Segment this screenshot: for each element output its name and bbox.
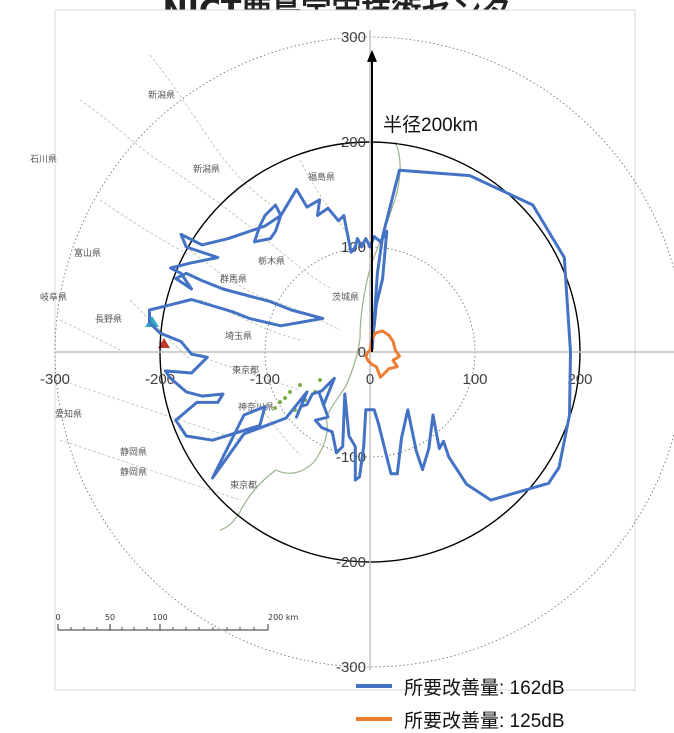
map-scale-bar: 0 50 100 200 km (55, 613, 298, 631)
pref-label-gunma: 群馬県 (220, 273, 247, 285)
scale-label-2: 100 (152, 613, 167, 622)
pref-label-shizuoka-2: 静岡県 (120, 466, 147, 478)
prefecture-border-5 (209, 359, 301, 391)
pref-label-tochigi: 栃木県 (258, 255, 285, 267)
urban-marker-0 (288, 390, 292, 394)
x-tick-label-0: -300 (40, 371, 70, 388)
prefecture-border-9 (99, 199, 191, 256)
series-line-1 (364, 329, 401, 379)
prefecture-border-6 (59, 379, 241, 441)
prefecture-border-3 (189, 249, 341, 331)
pref-label-aichi: 愛知県 (55, 408, 82, 420)
legend-item-162db: 所要改善量: 162dB (356, 673, 565, 699)
prefecture-border-8 (299, 159, 346, 231)
prefecture-border-12 (59, 319, 121, 351)
x-tick-label-4: 100 (462, 371, 487, 388)
pref-label-niigata-2: 新潟県 (193, 163, 220, 175)
pref-label-nagano: 長野県 (95, 314, 122, 325)
urban-marker-1 (298, 383, 302, 387)
prefecture-border-2 (255, 231, 331, 289)
pref-label-ishikawa: 石川県 (30, 154, 57, 165)
pref-label-tokyo: 東京都 (232, 364, 259, 376)
x-tick-label-3: 0 (366, 371, 374, 388)
prefecture-border-11 (129, 299, 191, 361)
pref-label-toyama: 富山県 (74, 247, 101, 259)
scale-label-0: 0 (55, 613, 60, 622)
y-tick-label-6: -300 (336, 659, 366, 676)
legend-item-125db: 所要改善量: 125dB (356, 706, 565, 732)
prefecture-border-1 (149, 54, 271, 205)
radius-annotation: 半径200km (383, 115, 479, 136)
pref-label-saitama: 埼玉県 (225, 330, 252, 342)
legend-label-162db: 所要改善量: 162dB (404, 677, 565, 699)
urban-marker-7 (318, 378, 322, 382)
x-tick-label-2: -100 (250, 371, 280, 388)
urban-marker-4 (278, 400, 282, 404)
scale-label-1: 50 (105, 613, 115, 622)
pref-label-niigata-1: 新潟県 (148, 89, 175, 101)
y-tick-label-4: -100 (336, 449, 366, 466)
pref-label-fukushima: 福島県 (308, 171, 335, 183)
pref-label-shizuoka: 静岡県 (120, 446, 147, 458)
triangle-marker-blue (145, 316, 159, 327)
annotations (367, 49, 377, 352)
triangle-marker-red (158, 338, 170, 348)
series-layer (148, 168, 572, 502)
pref-label-gifu: 岐阜県 (40, 291, 67, 303)
y-tick-label-3: 0 (358, 344, 366, 361)
legend-swatch-162db (356, 684, 392, 688)
pref-label-tokyo-2: 東京都 (230, 479, 257, 491)
radius-arrow-head (367, 49, 377, 62)
x-tick-label-5: 200 (567, 371, 592, 388)
scale-label-3: 200 km (268, 613, 298, 622)
series-line-0 (148, 168, 572, 502)
prefecture-border-10 (254, 399, 301, 456)
y-tick-label-1: 200 (341, 134, 366, 151)
map-background: 新潟県新潟県石川県富山県岐阜県長野県愛知県静岡県福島県栃木県群馬県茨城県埼玉県東… (30, 9, 636, 691)
y-tick-label-0: 300 (341, 29, 366, 46)
pref-label-ibaraki: 茨城県 (332, 291, 359, 303)
y-tick-label-5: -200 (336, 554, 366, 571)
urban-marker-6 (273, 406, 277, 410)
legend-label-125db: 所要改善量: 125dB (404, 710, 565, 732)
prefecture-border-0 (79, 99, 257, 233)
urban-marker-2 (283, 396, 287, 400)
map-frame (54, 9, 636, 691)
legend-swatch-125db (356, 717, 392, 721)
